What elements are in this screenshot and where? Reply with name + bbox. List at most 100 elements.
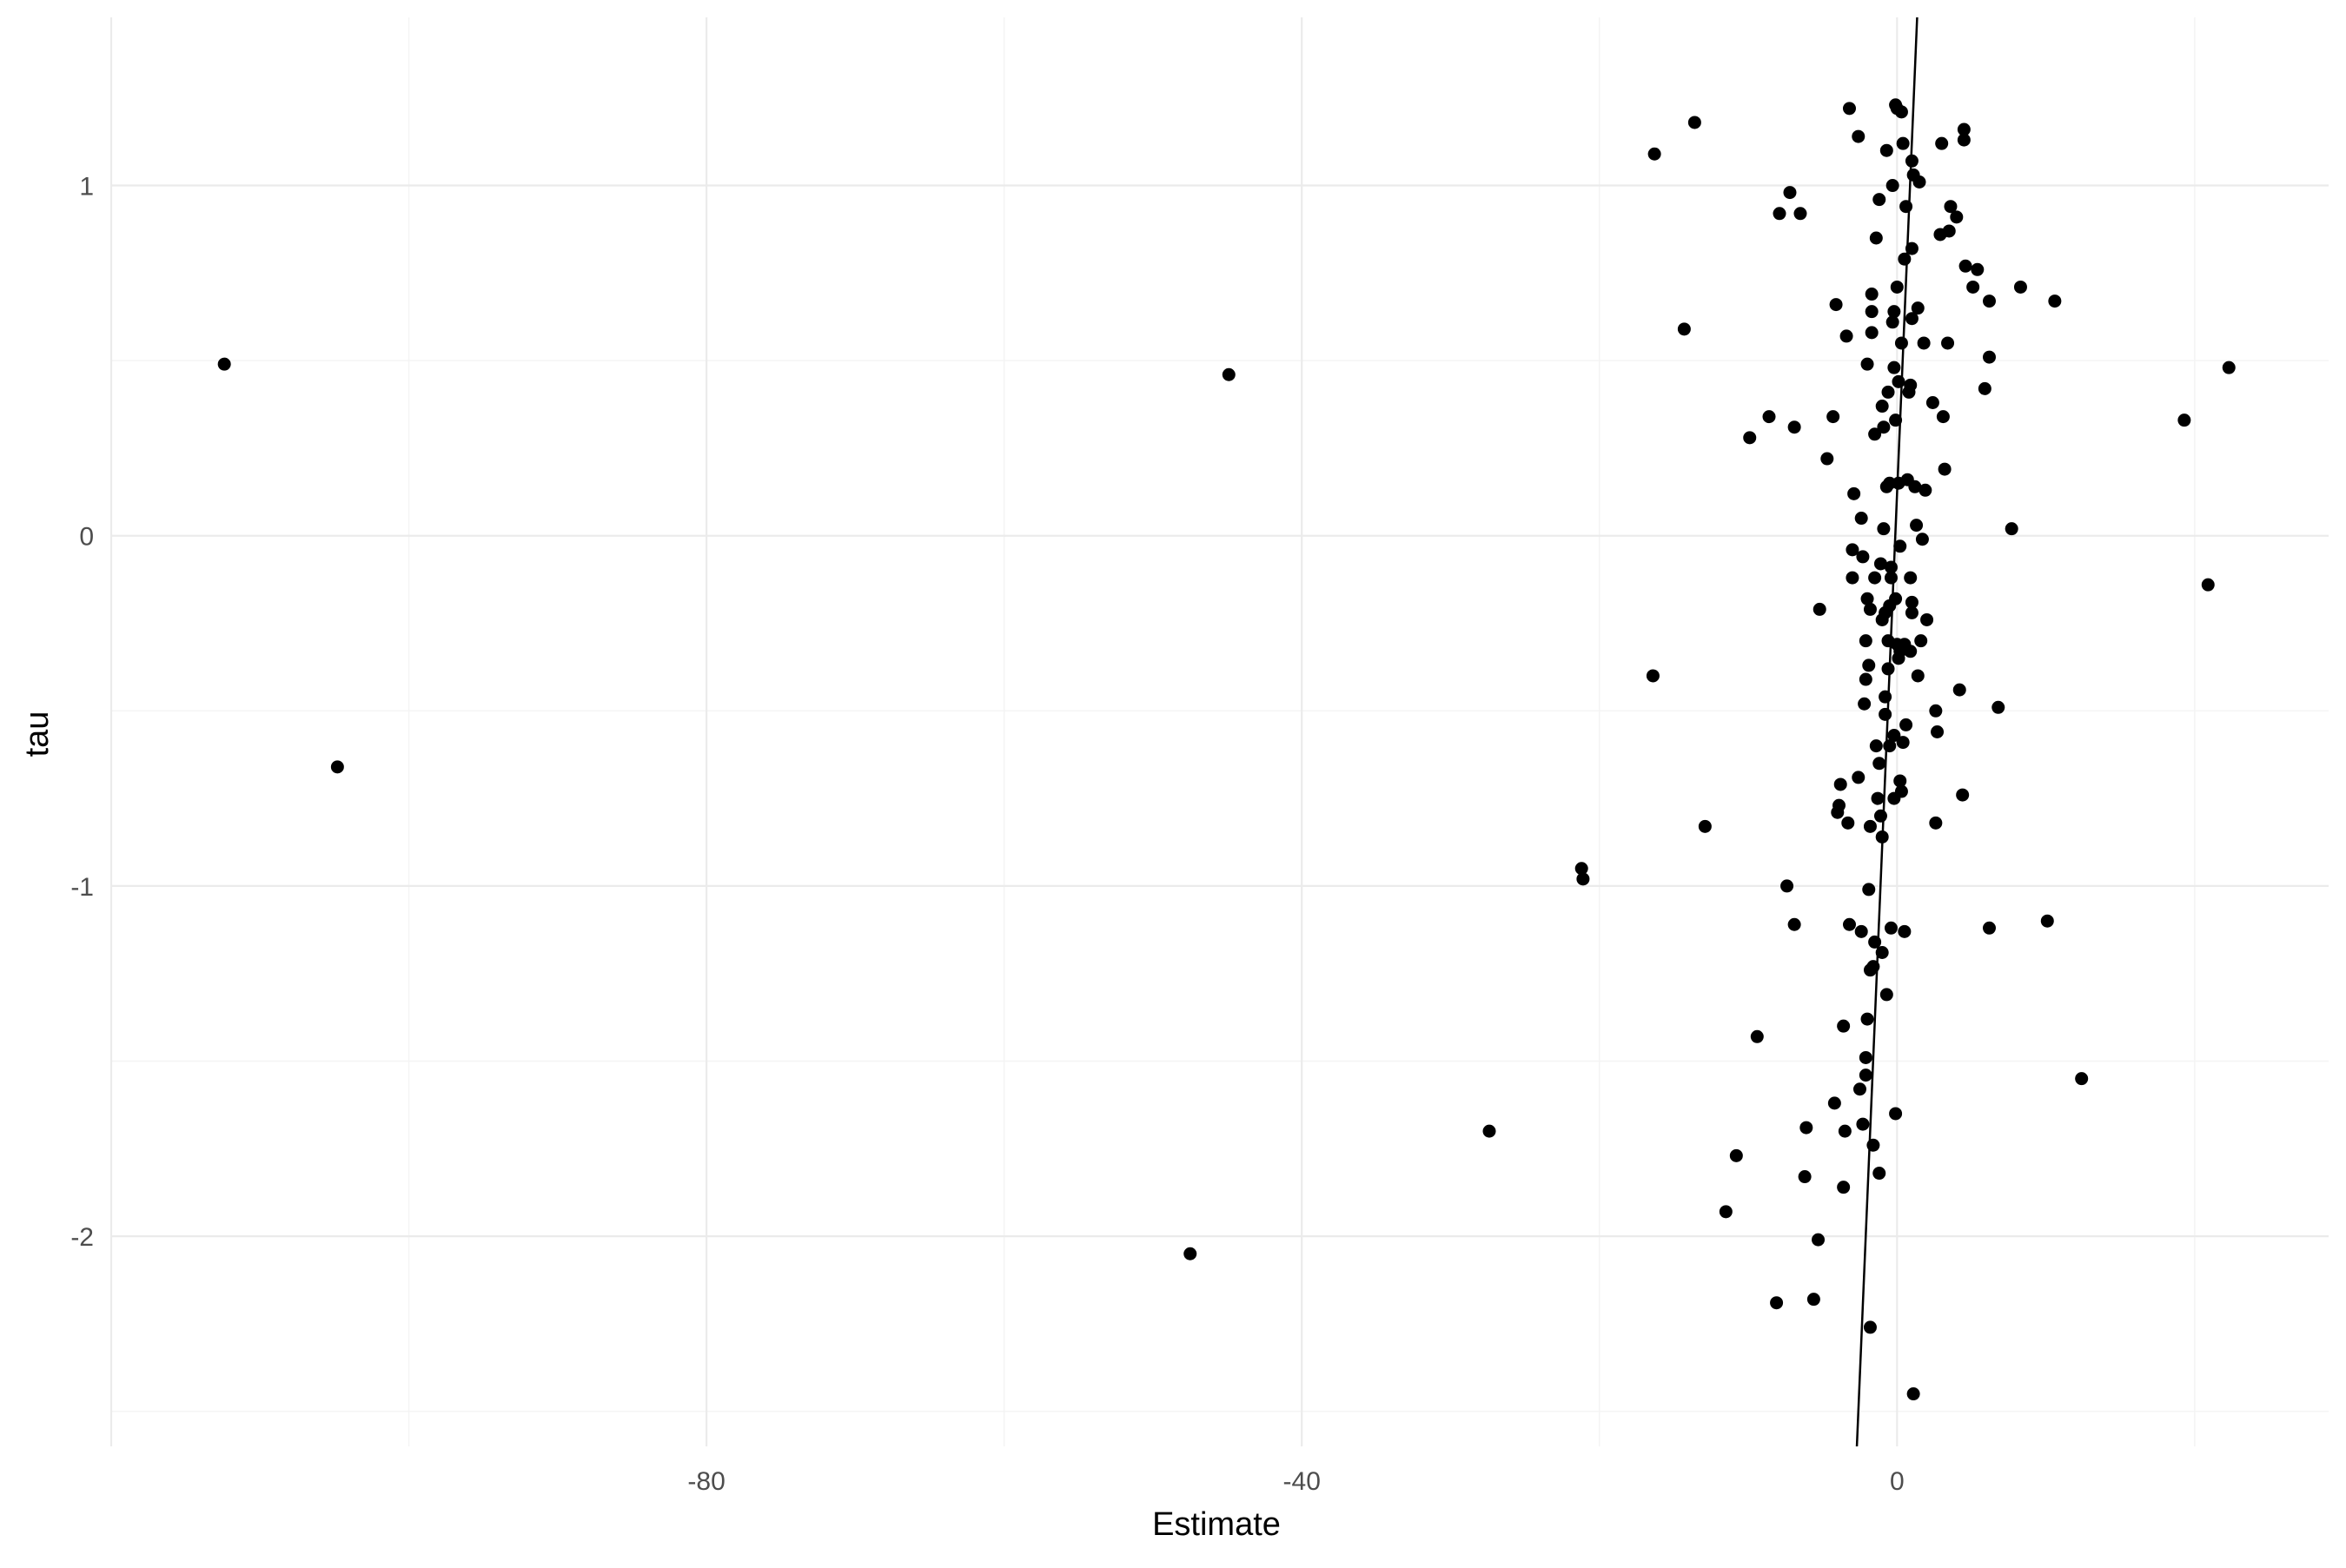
data-point (1862, 883, 1876, 896)
data-point (1859, 634, 1872, 648)
data-point (1883, 476, 1897, 490)
data-point (1860, 357, 1874, 371)
data-point (1982, 294, 1996, 308)
data-point (1854, 512, 1868, 526)
data-point (1856, 550, 1870, 564)
data-point (1872, 193, 1886, 207)
data-point (1904, 571, 1918, 585)
data-point (1859, 1050, 1872, 1064)
data-point (1881, 662, 1895, 676)
data-point (1917, 336, 1931, 350)
data-point (1898, 924, 1912, 938)
data-point (1941, 336, 1955, 350)
data-point (1966, 280, 1980, 294)
x-tick-label: -40 (1283, 1467, 1321, 1496)
data-point (1841, 816, 1855, 830)
data-point (1813, 602, 1826, 616)
data-point (1863, 602, 1877, 616)
data-point (1863, 819, 1877, 833)
data-point (1576, 872, 1590, 886)
data-point (1879, 988, 1893, 1002)
data-point (1877, 420, 1891, 434)
data-point (1911, 669, 1925, 683)
data-point (1904, 378, 1918, 392)
data-point (1729, 1148, 1743, 1162)
data-point (217, 357, 231, 371)
data-point (1885, 315, 1899, 329)
data-point (1812, 1233, 1826, 1247)
data-point (1915, 533, 1929, 546)
data-point (1905, 605, 1919, 619)
data-point (1956, 788, 1970, 802)
data-point (1908, 480, 1922, 493)
data-point (1925, 396, 1939, 410)
data-point (1958, 259, 1972, 273)
data-point (1905, 312, 1919, 326)
data-point (1856, 1117, 1870, 1131)
x-axis-label: Estimate (1152, 1506, 1281, 1543)
y-axis-ticks: -2 -1 0 1 (70, 173, 94, 1253)
data-point (1827, 1096, 1841, 1110)
data-point (1894, 784, 1908, 798)
data-point (1929, 704, 1943, 718)
data-point (1896, 736, 1910, 750)
data-point (1868, 571, 1882, 585)
data-point (1911, 301, 1925, 315)
data-point (1762, 410, 1776, 424)
data-point (1950, 210, 1964, 224)
data-point (1831, 805, 1845, 819)
data-point (1957, 122, 1971, 136)
data-point (1887, 729, 1901, 743)
data-point (1846, 543, 1859, 557)
data-point (1787, 420, 1801, 434)
y-tick-label: -1 (70, 873, 94, 902)
y-tick-label: -2 (70, 1223, 94, 1252)
data-points (217, 98, 2236, 1401)
data-point (1770, 1296, 1784, 1310)
data-point (1881, 385, 1895, 399)
data-point (2222, 361, 2236, 374)
data-point (1898, 252, 1912, 266)
data-point (1920, 612, 1934, 626)
data-point (1806, 1293, 1820, 1307)
data-point (2201, 578, 2215, 592)
data-point (1647, 147, 1661, 161)
grid-minor (111, 17, 2329, 1446)
data-point (1865, 288, 1879, 301)
data-point (1860, 1012, 1874, 1026)
data-point (2048, 294, 2062, 308)
data-point (1846, 571, 1859, 585)
data-point (1839, 329, 1853, 343)
data-point (1893, 774, 1907, 788)
x-tick-label: 0 (1890, 1467, 1905, 1496)
data-point (1838, 1124, 1852, 1138)
data-point (1982, 921, 1996, 935)
data-point (1837, 1181, 1851, 1194)
data-point (1894, 105, 1908, 119)
data-point (1905, 241, 1919, 255)
data-point (1957, 133, 1971, 147)
data-point (1877, 522, 1891, 536)
data-point (1873, 557, 1887, 571)
data-point (1942, 224, 1956, 238)
data-point (1890, 280, 1904, 294)
y-tick-label: 0 (79, 523, 94, 552)
data-point (1905, 595, 1919, 609)
data-point (1862, 658, 1876, 672)
data-point (1865, 305, 1879, 319)
data-point (1719, 1205, 1733, 1219)
y-axis-label: tau (19, 711, 56, 758)
data-point (1872, 1167, 1886, 1181)
data-point (1936, 410, 1950, 424)
data-point (1847, 486, 1861, 500)
data-point (1889, 414, 1903, 427)
data-point (1222, 367, 1236, 381)
data-point (1852, 129, 1866, 143)
data-point (1574, 862, 1588, 876)
data-point (1899, 200, 1913, 214)
data-point (1860, 592, 1874, 605)
data-point (1899, 718, 1913, 731)
data-point (1929, 816, 1943, 830)
